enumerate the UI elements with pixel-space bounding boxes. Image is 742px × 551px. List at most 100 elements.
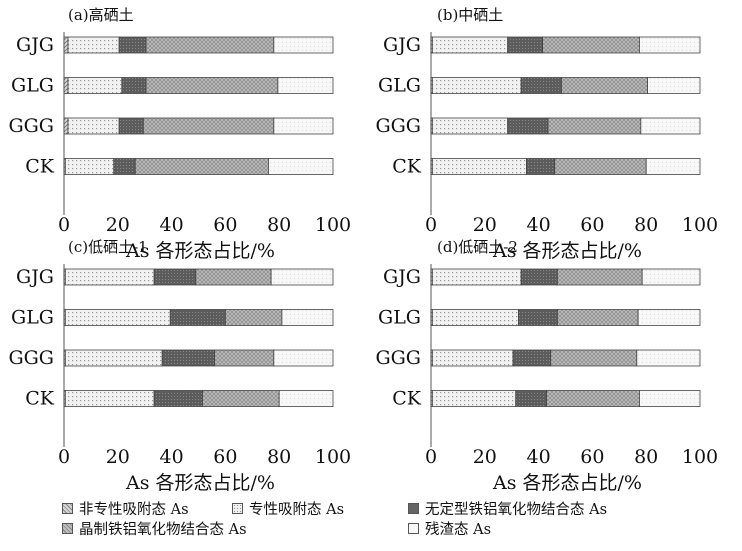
category-label: GJG [383, 266, 421, 288]
legend-swatch-icon [408, 503, 419, 514]
x-tick-label: 40 [160, 446, 184, 468]
bar-segment [518, 309, 558, 326]
legend-item-amorphous: 无定型铁铝氧化物结合态 As [408, 498, 607, 519]
bar-segment [153, 390, 203, 407]
bar-segment [67, 117, 120, 135]
x-axis-label: As 各形态占比/% [125, 240, 275, 262]
bar-segment [67, 77, 123, 94]
chart-panel-4: (d)低硒土-2 GJG GLG GGG CK 0 20 40 60 80 100 As 各形态占比/… [375, 238, 718, 494]
bar-segment [273, 36, 334, 54]
bar-segment [431, 158, 527, 175]
x-tick-label: 40 [527, 214, 551, 236]
chart-panel-3: (c)低硒土-1 GJG GLG GGG CK 0 20 40 60 80 100 As 各形态占比/… [8, 238, 351, 494]
bar-segment [431, 268, 522, 286]
bar-segment [63, 77, 69, 94]
bar-segment [431, 77, 522, 94]
bar-segment [64, 390, 155, 407]
x-tick-label: 20 [473, 214, 497, 236]
category-label: GJG [16, 266, 54, 288]
legend-swatch-icon [408, 523, 419, 534]
bar-segment [64, 309, 171, 326]
legend: 非专性吸附态 As 专性吸附态 As 无定型铁铝氧化物结合态 As 晶制铁铝氧化… [0, 488, 742, 550]
x-tick-label: 100 [682, 446, 718, 468]
x-tick-label: 80 [634, 446, 658, 468]
bar-segment [64, 349, 163, 367]
bar-segment [645, 158, 701, 175]
bar-segment [270, 268, 334, 286]
bar-segment [431, 309, 519, 326]
bar-segment [554, 158, 647, 175]
x-axis-label: As 各形态占比/% [492, 472, 642, 494]
category-label: GLG [378, 307, 421, 329]
x-tick-label: 0 [425, 214, 437, 236]
x-tick-label: 60 [213, 214, 237, 236]
x-tick-label: 100 [682, 214, 718, 236]
bar-segment [268, 158, 334, 175]
x-tick-label: 60 [213, 446, 237, 468]
bar-segment [67, 36, 120, 54]
legend-label: 非专性吸附态 As [79, 502, 189, 518]
legend-swatch-icon [232, 503, 243, 514]
bar-segment [153, 268, 197, 286]
category-label: CK [25, 388, 55, 410]
legend-label: 专性吸附态 As [249, 502, 345, 518]
x-tick-label: 60 [580, 446, 604, 468]
bar-segment [640, 117, 701, 135]
x-tick-label: 80 [634, 214, 658, 236]
bar-segment [507, 36, 544, 54]
legend-swatch-icon [62, 503, 73, 514]
bar-segment [113, 158, 136, 175]
bar-segment [145, 77, 279, 94]
bar-segment [63, 117, 69, 135]
bar-segment [431, 390, 517, 407]
bar-segment [520, 77, 562, 94]
bar-segment [636, 349, 701, 367]
category-label: CK [392, 388, 422, 410]
bar-segment [64, 268, 155, 286]
x-tick-label: 40 [160, 214, 184, 236]
bar-segment [214, 349, 275, 367]
bar-segment [512, 349, 552, 367]
category-label: GGG [375, 347, 421, 369]
x-tick-label: 100 [315, 446, 351, 468]
category-label: GLG [378, 75, 421, 97]
bar-segment [647, 77, 701, 94]
bar-segment [202, 390, 280, 407]
bar-segment [561, 77, 648, 94]
bar-segment [431, 349, 514, 367]
bar-segment [557, 268, 643, 286]
bar-segment [641, 268, 701, 286]
x-tick-label: 100 [315, 214, 351, 236]
chart-panel-2: (b)中硒土 GJG GLG GGG CK 0 20 40 60 80 100 As 各形态占比/% [375, 6, 718, 262]
bar-segment [557, 309, 639, 326]
x-tick-label: 0 [58, 446, 70, 468]
legend-item-residual: 残渣态 As [408, 518, 491, 539]
bar-segment [273, 349, 334, 367]
bar-segment [195, 268, 272, 286]
x-tick-label: 40 [527, 446, 551, 468]
x-tick-label: 80 [267, 446, 291, 468]
bar-segment [277, 77, 334, 94]
x-tick-label: 20 [473, 446, 497, 468]
bar-segment [169, 309, 226, 326]
category-label: GGG [375, 115, 421, 137]
bar-segment [431, 117, 509, 135]
bar-segment [507, 117, 549, 135]
legend-swatch-icon [62, 523, 73, 534]
bar-segment [550, 349, 638, 367]
panel-title: (b)中硒土 [437, 6, 503, 24]
bar-segment [639, 36, 701, 54]
chart-panel-1: (a)高硒土 GJG GLG GGG CK 0 20 40 60 80 100 As 各形态占比/% [8, 6, 351, 262]
x-axis-label: As 各形态占比/% [125, 472, 275, 494]
bar-segment [526, 158, 556, 175]
bar-segment [431, 36, 509, 54]
legend-label: 晶制铁铝氧化物结合态 As [79, 522, 247, 538]
bar-segment [520, 268, 558, 286]
legend-item-non-specific: 非专性吸附态 As [62, 498, 189, 519]
x-tick-label: 20 [106, 446, 130, 468]
bar-segment [546, 390, 640, 407]
category-label: GJG [16, 34, 54, 56]
bar-segment [278, 390, 334, 407]
bar-segment [134, 158, 269, 175]
